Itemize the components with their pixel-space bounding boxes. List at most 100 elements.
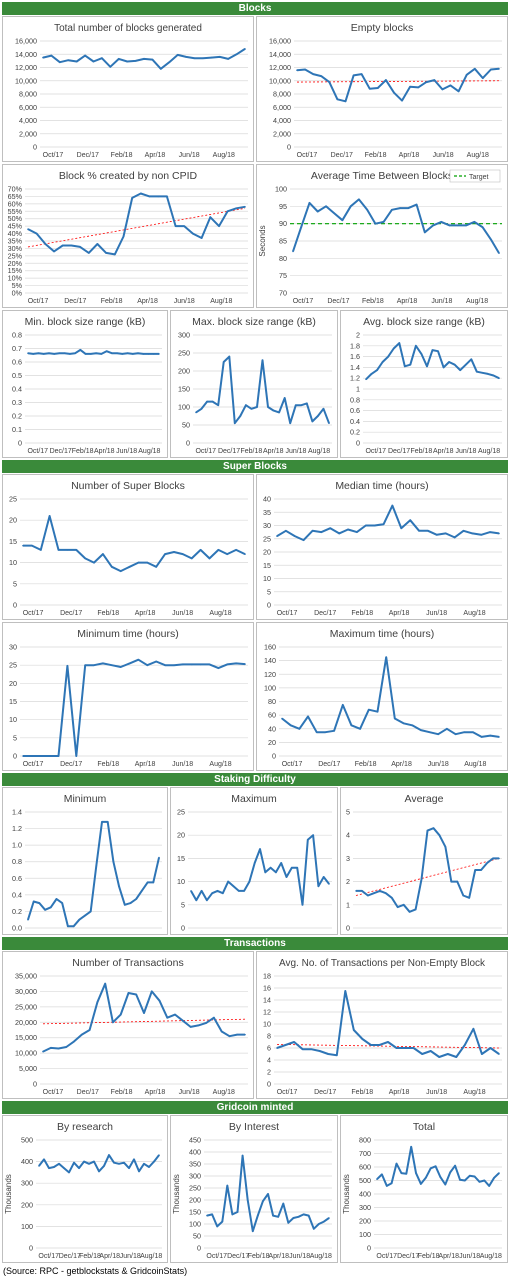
y-tick-label: 0 <box>29 1244 33 1253</box>
data-point <box>457 224 459 227</box>
chart-svg: Max. block size range (kB) 0 50 100 150 200 25… <box>178 316 332 455</box>
y-tick-label: 0.4 <box>350 417 360 426</box>
y-tick-label: 0 <box>33 143 37 152</box>
data-point <box>83 1160 85 1163</box>
data-point <box>84 557 86 560</box>
data-point <box>374 222 377 225</box>
data-point <box>244 663 246 665</box>
data-point <box>464 1044 466 1046</box>
x-tick-label: Jun/18 <box>431 298 452 305</box>
x-tick-label: Dec/17 <box>218 448 240 455</box>
data-point <box>446 1053 449 1055</box>
data-point <box>182 1019 184 1022</box>
data-point <box>432 827 435 830</box>
data-point <box>66 665 69 667</box>
data-point <box>291 866 293 869</box>
y-tick-label: 65% <box>8 192 23 201</box>
y-tick-label: 55% <box>8 207 23 216</box>
data-point <box>35 232 38 235</box>
chart-title: Max. block size range (kB) <box>192 316 316 328</box>
data-point <box>382 221 385 223</box>
data-point <box>129 902 132 904</box>
data-point <box>498 377 500 379</box>
data-point <box>210 56 213 59</box>
data-point <box>344 100 347 103</box>
data-point <box>235 549 237 551</box>
data-point <box>126 352 129 355</box>
y-tick-label: 400 <box>21 1157 33 1166</box>
x-tick-label: Jun/18 <box>426 1089 447 1096</box>
y-axis-label: Thousands <box>4 1174 13 1214</box>
chart-panel-minted-total: Total Thousands 0 100 200 300 400 500 600 700 800 O… <box>340 1115 508 1263</box>
y-tick-label: 300 <box>359 1203 371 1212</box>
data-point <box>182 663 184 666</box>
y-tick-label: 0.8 <box>350 395 360 404</box>
data-point <box>244 48 246 50</box>
x-tick-label: Jun/18 <box>172 761 193 768</box>
data-point <box>355 890 357 892</box>
x-tick-label: Jun/18 <box>172 610 193 617</box>
data-point <box>222 361 225 363</box>
data-point <box>361 890 363 892</box>
data-point <box>128 566 131 568</box>
data-point <box>152 353 155 355</box>
data-point <box>294 404 297 406</box>
data-point <box>61 902 63 904</box>
trend-line <box>355 858 500 896</box>
y-tick-label: 35% <box>8 237 23 246</box>
data-point <box>78 1167 80 1169</box>
data-point <box>216 1225 218 1228</box>
data-point <box>385 79 387 81</box>
y-tick-label: 200 <box>359 1217 371 1226</box>
chart-svg: Minimum time (hours) 0 5 10 15 20 25 30 Oct/17 De… <box>9 628 248 768</box>
data-point <box>73 1040 75 1043</box>
data-point <box>116 352 118 355</box>
data-point <box>244 206 246 208</box>
data-point <box>308 202 311 204</box>
data-point <box>27 352 29 355</box>
data-point <box>158 856 160 859</box>
data-point <box>192 232 194 235</box>
data-point <box>312 1228 315 1230</box>
data-point <box>92 60 95 63</box>
data-point <box>428 731 431 733</box>
data-point <box>316 210 319 213</box>
x-tick-label: Apr/18 <box>268 1253 289 1260</box>
y-tick-label: 25,000 <box>15 1002 37 1011</box>
data-point <box>119 666 122 668</box>
data-point <box>256 406 258 408</box>
x-tick-label: Aug/18 <box>466 298 488 305</box>
data-point <box>449 1171 451 1174</box>
data-point <box>381 361 384 363</box>
chart-svg: Median time (hours) 0 5 10 15 20 25 30 35 40 Oct/1… <box>263 480 502 617</box>
data-point <box>480 533 483 536</box>
data-point <box>370 1044 372 1046</box>
data-point <box>409 85 411 88</box>
chart-panel-num-transactions: Number of Transactions 0 5,000 10,000 15,000… <box>2 951 254 1099</box>
data-point <box>143 1162 145 1165</box>
y-axis-label: Seconds <box>258 225 267 256</box>
data-point <box>27 918 29 921</box>
y-tick-label: 25 <box>9 661 17 670</box>
data-point <box>42 56 44 59</box>
x-tick-label: Jun/18 <box>428 761 449 768</box>
data-point <box>446 727 448 730</box>
data-point <box>405 1172 408 1175</box>
data-point <box>465 73 468 76</box>
data-point <box>200 890 203 892</box>
data-point <box>211 892 214 894</box>
x-tick-label: Apr/18 <box>145 1089 166 1096</box>
chart-panel-staking-min: Minimum 0.0 0.2 0.4 0.6 0.8 1.0 1.2 1.4 <box>2 787 168 935</box>
y-tick-label: 1.0 <box>12 841 22 850</box>
data-point <box>79 349 82 351</box>
data-point <box>365 378 367 381</box>
x-tick-label: Jun/18 <box>120 1253 141 1260</box>
data-point <box>379 890 381 892</box>
data-point <box>373 892 375 894</box>
data-point <box>233 422 236 424</box>
series-line <box>190 834 330 906</box>
data-point <box>457 90 460 93</box>
data-point <box>276 1047 278 1049</box>
data-point <box>42 1050 44 1053</box>
data-point <box>63 352 66 355</box>
